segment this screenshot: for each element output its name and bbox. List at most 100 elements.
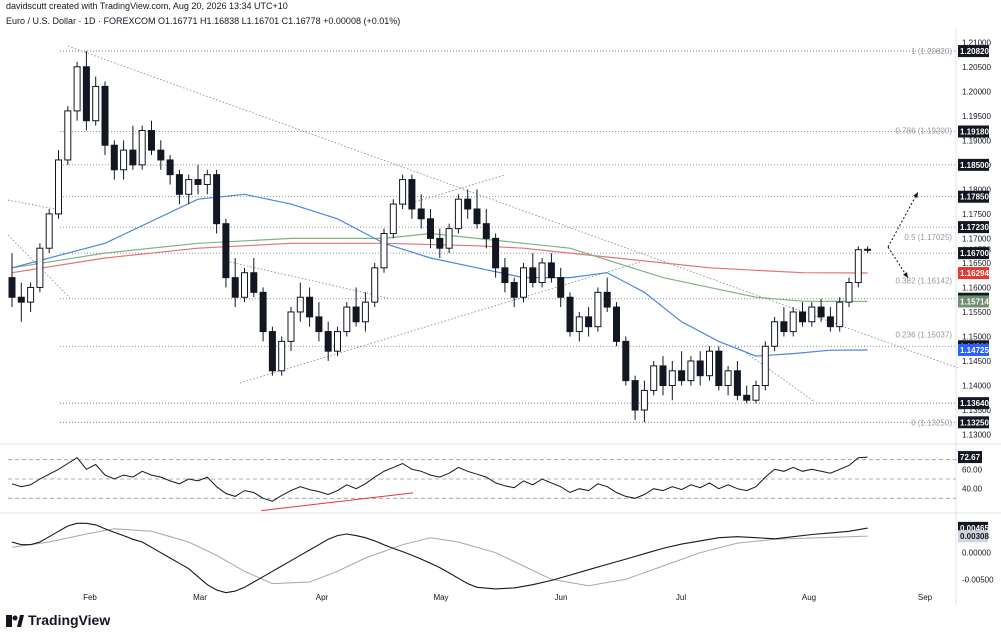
candle <box>110 140 118 180</box>
projection-arrow-down-head <box>903 272 908 278</box>
candle <box>538 258 546 288</box>
horizontal-levels-layer <box>60 50 956 423</box>
candle <box>845 277 853 308</box>
candles-layer <box>8 51 872 423</box>
candle-body <box>110 144 118 171</box>
candle <box>696 351 704 386</box>
candle <box>389 199 397 239</box>
candle-body <box>287 311 295 342</box>
candle-body <box>826 316 834 328</box>
month-tick-label: Jul <box>676 593 686 602</box>
price-tick-label: 1.20500 <box>962 63 991 72</box>
tradingview-logo: TradingView <box>6 612 110 628</box>
candle-body <box>343 306 351 333</box>
candle-body <box>166 159 174 176</box>
candle <box>733 360 741 401</box>
macd-tick-label: 0.00000 <box>962 549 991 558</box>
price-tick-label: 1.20000 <box>962 87 991 96</box>
candle-body <box>8 277 16 298</box>
fib-level-label: 0.786 (1.19200) <box>896 127 953 136</box>
candle <box>501 258 509 293</box>
candle-body <box>650 365 658 391</box>
candle <box>231 258 239 308</box>
candle-body <box>464 198 472 210</box>
candle-body <box>761 345 769 387</box>
candle <box>594 287 602 332</box>
candle <box>250 258 258 298</box>
tradingview-logo-text: TradingView <box>28 612 111 628</box>
candle <box>129 125 137 170</box>
candle <box>780 307 788 337</box>
price-tag-bg <box>958 343 989 356</box>
candle-body <box>724 370 732 387</box>
candle-body <box>334 331 341 352</box>
candle <box>287 307 295 352</box>
candle-body <box>808 306 816 323</box>
candle <box>817 298 825 322</box>
price-tick-label: 1.13500 <box>962 406 991 415</box>
candle-body <box>789 311 797 333</box>
candle-body <box>231 277 239 298</box>
candle <box>473 189 481 229</box>
price-tag-text: 1.16700 <box>960 249 989 258</box>
candle <box>315 302 323 342</box>
price-tag-text: 1.20820 <box>960 47 989 56</box>
price-tag-bg <box>958 125 989 138</box>
candle <box>166 155 174 185</box>
fib-level-label: 1 (1.20820) <box>911 47 952 56</box>
candle-body <box>520 267 527 298</box>
candle-body <box>799 311 806 323</box>
candle-body <box>417 208 425 220</box>
candle <box>575 311 583 342</box>
candle-body <box>733 370 741 396</box>
candle-body <box>603 291 611 308</box>
candle <box>427 208 434 249</box>
candle-body <box>547 262 555 279</box>
candle <box>55 150 62 219</box>
candle-body <box>864 248 872 251</box>
projection-arrow-up-head <box>913 192 918 198</box>
macd-signal-line <box>11 528 868 587</box>
month-tick-label: Sep <box>918 593 933 602</box>
price-tag-text: 1.17850 <box>960 193 989 202</box>
price-tag: 1.17230 <box>958 221 989 234</box>
candle-body <box>241 272 248 298</box>
candle <box>715 346 723 391</box>
candle-body <box>138 130 146 166</box>
month-tick-label: May <box>433 593 448 602</box>
rsi-line <box>11 456 868 502</box>
candle-body <box>631 380 639 411</box>
candle <box>296 282 304 322</box>
rsi-pane: 60.00 40.00 72.67 <box>8 451 983 512</box>
candle <box>361 292 369 332</box>
candle-body <box>594 291 602 328</box>
macd-value-tag: 0.00465 <box>960 524 989 533</box>
candle <box>603 277 611 312</box>
candle-body <box>585 316 593 328</box>
candle <box>436 228 444 259</box>
candle-body <box>752 385 760 401</box>
candle <box>203 169 211 195</box>
candle-body <box>194 179 202 185</box>
candle <box>464 189 472 219</box>
price-tick-label: 1.16500 <box>962 259 991 268</box>
candle <box>324 321 332 361</box>
candle <box>380 228 388 273</box>
candle <box>864 246 872 254</box>
price-tick-label: 1.21000 <box>962 38 991 47</box>
candle-body <box>213 174 221 225</box>
candle <box>529 253 537 288</box>
candle-body <box>82 66 90 122</box>
candle <box>510 277 518 308</box>
trendline-jul <box>734 344 816 403</box>
candle <box>138 125 146 170</box>
candle-body <box>101 85 109 146</box>
price-tag-text: 1.17230 <box>960 223 989 232</box>
candle-body <box>482 223 490 239</box>
price-tick-label: 1.16000 <box>962 283 991 292</box>
price-tick-label: 1.14000 <box>962 382 991 391</box>
candle <box>585 307 593 337</box>
candle <box>175 169 183 205</box>
candle <box>445 223 453 254</box>
